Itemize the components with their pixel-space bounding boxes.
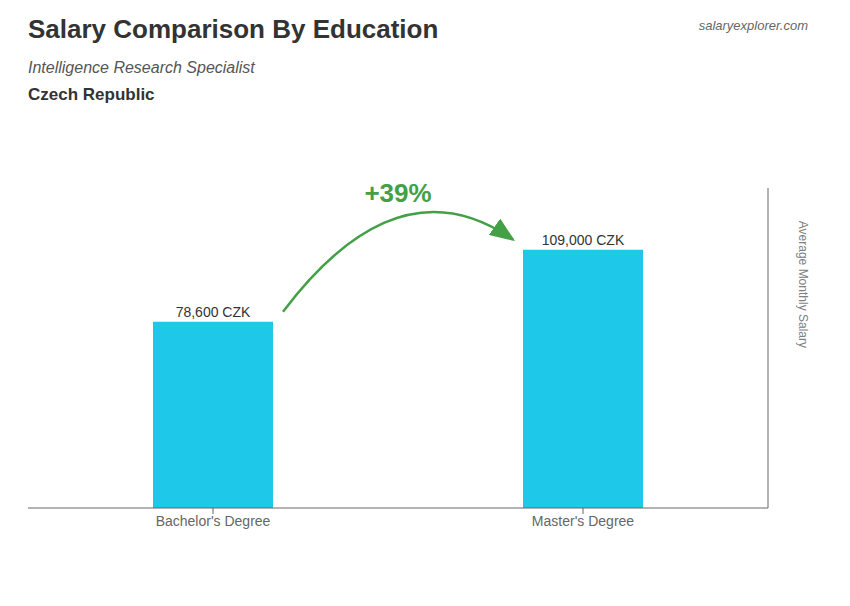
- svg-text:+39%: +39%: [364, 178, 431, 208]
- svg-text:109,000 CZK: 109,000 CZK: [542, 232, 625, 248]
- html-text:salaryexplorer.com: salaryexplorer.com: [698, 18, 808, 33]
- svg-text:Bachelor's Degree: Bachelor's Degree: [156, 513, 271, 529]
- svg-text:Master's Degree: Master's Degree: [532, 513, 634, 529]
- svg-text:78,600 CZK: 78,600 CZK: [176, 304, 251, 320]
- html-text:Intelligence Research Speciali: Intelligence Research Specialist: [28, 59, 255, 76]
- html-text:Salary Comparison By Education: Salary Comparison By Education: [28, 14, 439, 44]
- svg-text:Average Monthly Salary: Average Monthly Salary: [796, 221, 810, 348]
- html-text:Czech Republic: Czech Republic: [28, 85, 155, 104]
